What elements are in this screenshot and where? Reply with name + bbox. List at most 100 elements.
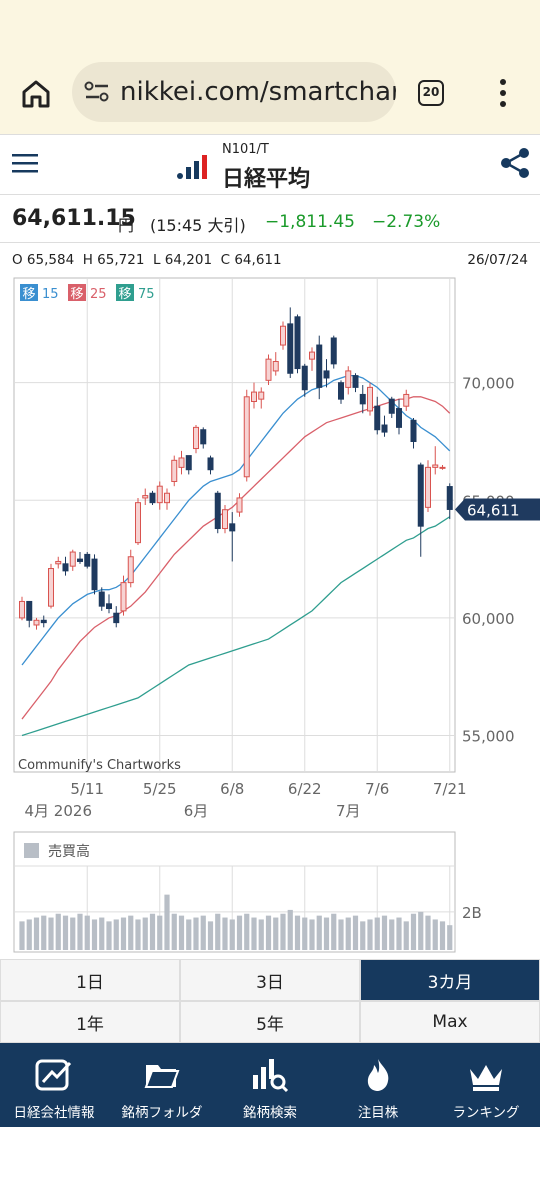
legend-label: 25 (90, 287, 107, 302)
volume-bar (338, 919, 344, 950)
volume-bar (236, 915, 243, 950)
home-button[interactable] (20, 78, 52, 110)
candle-body (33, 619, 40, 626)
price: 64,611.15 (12, 206, 136, 231)
candle-body (222, 509, 228, 530)
volume-bar (33, 917, 40, 950)
range-button[interactable]: 5年 (180, 1001, 360, 1043)
nav-icon (35, 1059, 72, 1091)
range-button[interactable]: 3日 (180, 959, 360, 1001)
candle-body (84, 553, 91, 567)
bottom-nav: 日経会社情報 銘柄フォルダ 銘柄検索 注目株 ランキング (0, 1043, 540, 1127)
range-button[interactable]: 3カ月 (360, 959, 540, 1001)
candle-body (403, 393, 410, 407)
volume-bar (345, 917, 351, 950)
month-label: 7月 (336, 802, 361, 820)
candle-body (425, 466, 431, 508)
site-info-icon[interactable] (84, 81, 110, 103)
candle-body (309, 351, 315, 360)
x-tick-label: 7/21 (433, 780, 467, 798)
candle-body (352, 375, 359, 388)
volume-bar (374, 917, 380, 950)
y-tick-label: 2B (462, 904, 482, 922)
candle-body (193, 426, 199, 450)
range-button[interactable]: Max (360, 1001, 540, 1043)
y-tick-label: 60,000 (462, 610, 515, 628)
candle-body (446, 486, 453, 510)
volume-bar (294, 915, 301, 950)
nav-item[interactable]: 注目株 (324, 1043, 432, 1127)
volume-bar (77, 913, 83, 950)
nav-label: 銘柄検索 (243, 1105, 297, 1121)
x-tick-label: 6/22 (288, 780, 322, 798)
volume-bar (381, 915, 388, 950)
candle-body (48, 568, 54, 607)
volume-bar (273, 917, 279, 950)
nav-item[interactable]: ランキング (432, 1043, 540, 1127)
volume-bar (171, 913, 177, 950)
nav-label: ランキング (452, 1105, 520, 1121)
range-button[interactable]: 1日 (0, 959, 180, 1001)
chart: 55,00060,00065,00070,0005/115/256/86/227… (13, 277, 540, 953)
tab-count[interactable]: 20 (418, 80, 444, 106)
volume-bar (265, 915, 272, 950)
candle-body (294, 316, 301, 370)
price-unit: 円 (118, 216, 135, 235)
volume-bar (142, 917, 148, 950)
legend-swatch (116, 284, 134, 301)
volume-bar (403, 921, 409, 950)
volume-bar (200, 915, 206, 950)
hamburger-menu[interactable] (12, 153, 38, 175)
ohlc-values: O 65,584 H 65,721 L 64,201 C 64,611 (12, 252, 282, 268)
share-button[interactable] (500, 147, 532, 179)
volume-bar (120, 917, 127, 950)
volume-bar (91, 919, 98, 950)
candle-body (171, 459, 178, 482)
quote-time: (15:45 大引) (150, 216, 246, 235)
range-button[interactable]: 1年 (0, 1001, 180, 1043)
candle-body (359, 393, 366, 405)
volume-bar (193, 917, 199, 950)
address-bar[interactable]: nikkei.com/smartchart (72, 62, 396, 122)
candle-body (77, 558, 83, 562)
page-title: 日経平均 (222, 167, 311, 192)
nav-item[interactable]: 銘柄検索 (216, 1043, 324, 1127)
candle-body (280, 325, 286, 346)
volume-bar (302, 917, 308, 950)
quote-date: 26/07/24 (467, 252, 528, 268)
nav-icon (253, 1059, 289, 1093)
volume-bar (19, 921, 25, 950)
candle-body (214, 492, 221, 530)
volume-bar (439, 921, 446, 950)
candle-body (178, 457, 185, 468)
candle-body (164, 492, 170, 504)
volume-bar (186, 919, 192, 950)
candle-body (106, 603, 112, 610)
change-percent: −2.73% (372, 212, 441, 232)
volume-bar (157, 915, 163, 950)
candle-body (200, 429, 207, 445)
volume-bar (178, 915, 185, 950)
x-tick-label: 5/11 (70, 780, 104, 798)
nav-item[interactable]: 日経会社情報 (0, 1043, 108, 1127)
candle-body (185, 455, 192, 471)
volume-bar (128, 915, 134, 950)
candle-body (26, 600, 33, 621)
volume-bar (251, 917, 257, 950)
menu-button[interactable] (496, 78, 510, 108)
nav-label: 銘柄フォルダ (121, 1105, 203, 1121)
volume-bar (418, 911, 424, 950)
candle-body (149, 492, 156, 504)
nav-item[interactable]: 銘柄フォルダ (108, 1043, 216, 1127)
legend-prefix: 移 (22, 287, 35, 302)
candle-body (135, 502, 141, 544)
volume-bar (280, 913, 286, 950)
volume-bar (410, 913, 417, 950)
candle-body (243, 396, 250, 478)
candle-body (338, 382, 344, 400)
candle-body (55, 560, 62, 565)
volume-bar (207, 921, 214, 950)
candle-body (345, 370, 352, 388)
